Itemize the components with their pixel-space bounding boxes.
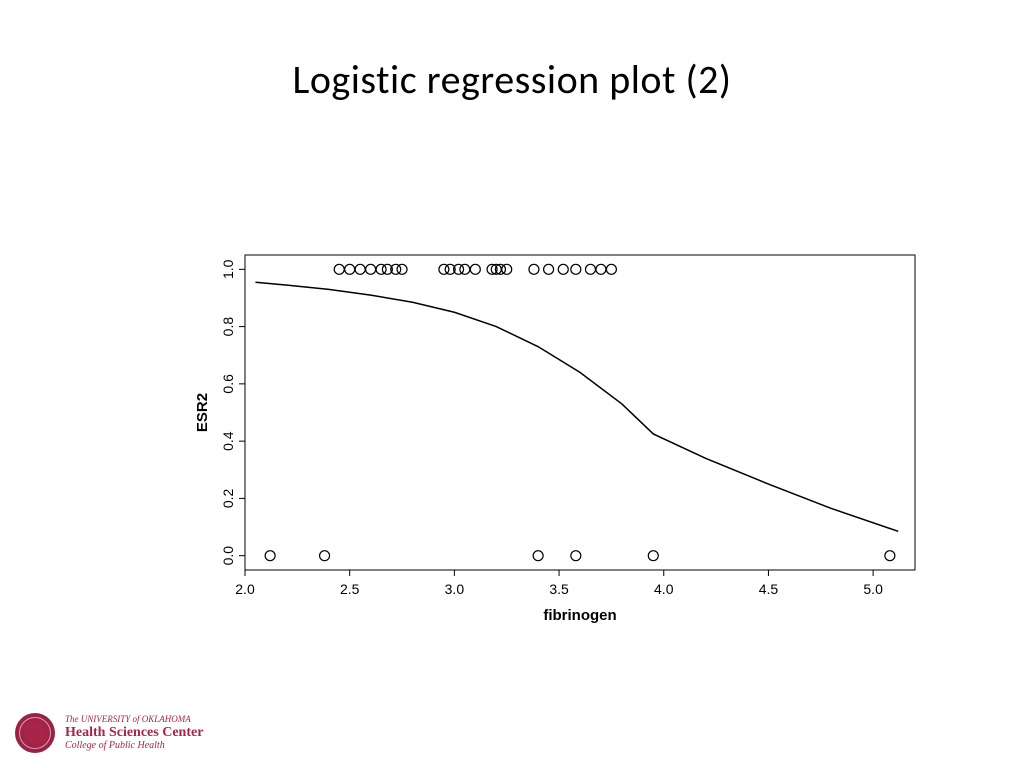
svg-text:0.8: 0.8 xyxy=(220,317,236,337)
svg-text:4.0: 4.0 xyxy=(654,581,674,597)
slide-title: Logistic regression plot (2) xyxy=(0,0,1024,104)
footer-line2: Health Sciences Center xyxy=(65,725,203,740)
footer-line3: College of Public Health xyxy=(65,740,203,751)
svg-text:2.5: 2.5 xyxy=(340,581,360,597)
university-seal-icon xyxy=(15,713,55,753)
svg-text:0.4: 0.4 xyxy=(220,431,236,451)
logistic-regression-chart: 2.0 2.5 3.0 3.5 4.0 4.5 5.0 0.0 0.2 0.4 0.6 0.8 1.0 f… xyxy=(195,250,920,635)
svg-text:1.0: 1.0 xyxy=(220,259,236,279)
svg-text:4.5: 4.5 xyxy=(759,581,779,597)
svg-text:2.0: 2.0 xyxy=(235,581,255,597)
svg-text:0.6: 0.6 xyxy=(220,374,236,394)
svg-text:0.0: 0.0 xyxy=(220,546,236,566)
footer-text: The UNIVERSITY of OKLAHOMA Health Scienc… xyxy=(65,715,203,751)
svg-text:3.0: 3.0 xyxy=(445,581,465,597)
svg-text:0.2: 0.2 xyxy=(220,488,236,508)
svg-text:3.5: 3.5 xyxy=(549,581,569,597)
svg-text:fibrinogen: fibrinogen xyxy=(543,607,616,624)
svg-text:5.0: 5.0 xyxy=(863,581,883,597)
footer-branding: The UNIVERSITY of OKLAHOMA Health Scienc… xyxy=(15,713,203,753)
footer-line1: The UNIVERSITY of OKLAHOMA xyxy=(65,715,203,725)
svg-text:ESR2: ESR2 xyxy=(195,393,211,432)
